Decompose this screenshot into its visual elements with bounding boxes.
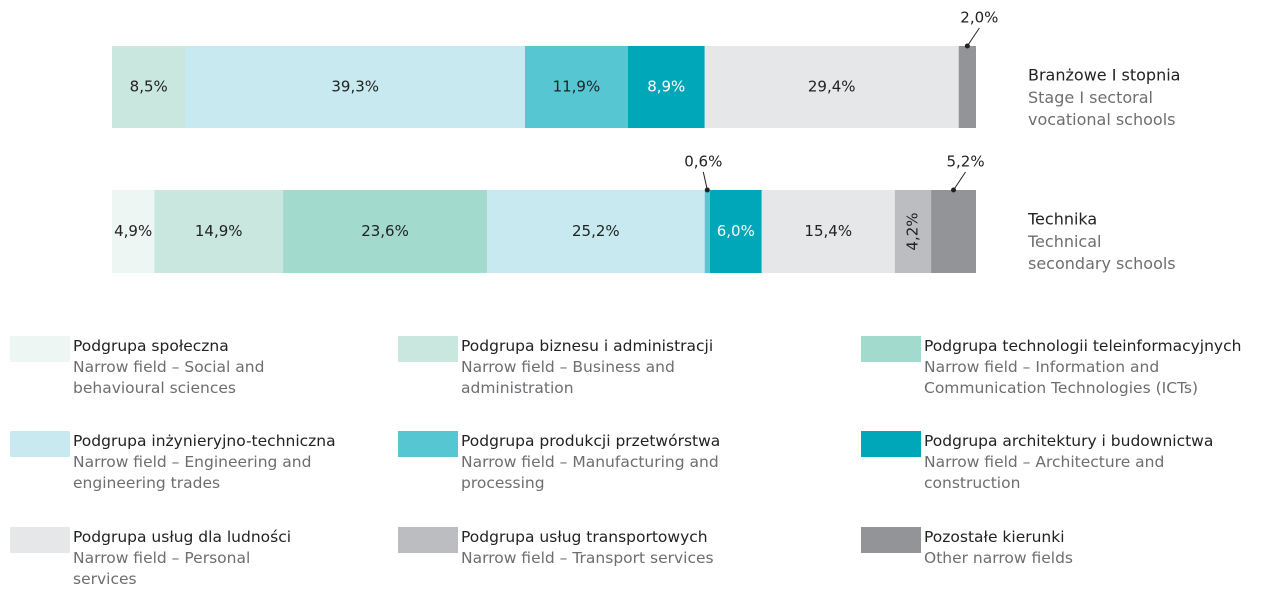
chart: 8,5% 39,3% 11,9% 8,9% 29,4% 2,0% Branżowe I st… [112,9,1180,273]
legend-label-en: Other narrow fields [924,549,1073,567]
legend-label: Podgrupa technologii teleinformacyjnych [924,337,1242,355]
legend-label-en: Narrow field – Personal services [73,549,251,588]
data-label: 11,9% [553,78,601,96]
legend-swatch [398,336,458,362]
data-label: 14,9% [195,222,243,240]
bar-segment [709,190,762,273]
data-label: 2,0% [960,9,998,27]
data-label: 5,2% [946,153,984,171]
legend-label-en: Narrow field – Manufacturing and process… [461,453,719,492]
callout-line [953,171,966,191]
legend-label-en: Narrow field – Social and behavioural sc… [73,358,265,397]
category-label-en: Stage I sectoral vocational schools [1028,88,1175,129]
legend-swatch [398,527,458,553]
bar-segment [894,190,932,273]
text-line: Technical [1027,232,1101,251]
bar-segment [154,190,284,273]
bar-segment [931,190,976,273]
callout-line [702,171,708,191]
data-label: 8,5% [130,78,168,96]
data-label: 0,6% [684,153,722,171]
bar-segment [958,46,976,128]
legend-label: Podgrupa inżynieryjno-techniczna [73,432,336,450]
bar-segment [112,46,186,128]
legend-label: Podgrupa społeczna [73,337,229,355]
bar-segment [704,46,959,128]
legend-label-en: Narrow field – Information and Communica… [924,358,1199,397]
data-label: 8,9% [647,78,685,96]
bar-segment [486,190,705,273]
text-line: secondary schools [1028,254,1176,273]
category-label: Technika [1027,210,1097,229]
callout-dot [704,187,710,193]
category-label-en: Technical secondary schools [1027,232,1176,273]
legend-swatch [398,431,458,457]
bar-segment [627,46,705,128]
legend-swatch [861,336,921,362]
legend-swatch [10,527,70,553]
legend-label: Podgrupa produkcji przetwórstwa [461,432,721,450]
data-label: 4,9% [114,222,152,240]
legend-label: Podgrupa usług dla ludności [73,528,292,546]
data-label: 29,4% [808,78,856,96]
legend-swatch [10,431,70,457]
bar-segment [112,190,155,273]
legend-label: Podgrupa architektury i budownictwa [924,432,1214,450]
data-label: 4,2% [903,212,921,250]
page: 8,5% 39,3% 11,9% 8,9% 29,4% 2,0% Branżowe I st… [10,8,1242,588]
data-label: 23,6% [361,222,409,240]
legend-label: Podgrupa usług transportowych [461,528,708,546]
legend-label: Pozostałe kierunki [924,528,1065,546]
bar-segment [704,190,710,273]
text-line: vocational schools [1028,110,1175,129]
callout-line [966,27,980,47]
legend-swatch [10,336,70,362]
bar-segment [761,190,895,273]
category-label: Branżowe I stopnia [1028,66,1180,85]
legend-label: Podgrupa biznesu i administracji [461,337,714,355]
bar-segment [283,190,487,273]
legend-label-en: Narrow field – Transport services [461,549,714,567]
data-label: 15,4% [804,222,852,240]
callout-dot [951,187,957,193]
legend-swatch [861,527,921,553]
bar-segment [524,46,628,128]
callout-dot [964,43,970,49]
legend-label-en: Narrow field – Architecture and construc… [924,453,1165,492]
data-label: 6,0% [717,222,755,240]
legend-swatch [861,431,921,457]
data-label: 25,2% [572,222,620,240]
legend-label-en: Narrow field – Engineering and engineeri… [73,453,312,492]
text-line: Stage I sectoral [1028,88,1153,107]
bar-segment [185,46,525,128]
legend-label-en: Narrow field – Business and administrati… [461,358,675,397]
data-label: 39,3% [331,78,379,96]
